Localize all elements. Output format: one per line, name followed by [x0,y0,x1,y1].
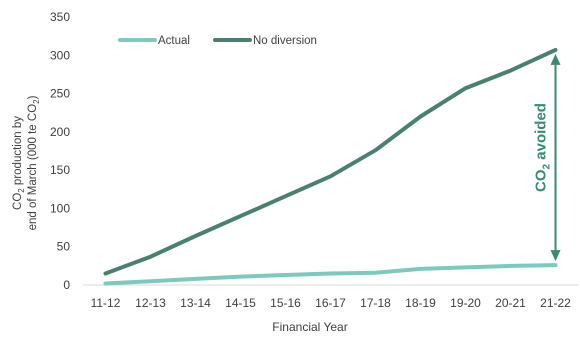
series-layer [103,47,558,286]
x-tick-label: 16-17 [315,296,346,310]
x-tick-label: 19-20 [450,296,481,310]
x-tick-label: 12-13 [135,296,166,310]
y-tick-label: 150 [50,163,70,177]
y-axis-ticks: 0 50 100 150 200 250 300 350 [50,10,70,292]
y-axis-title: CO2 production by end of March (000 te C… [12,95,41,230]
series-line-no-diversion [103,47,558,276]
x-tick-label: 18-19 [405,296,436,310]
y-axis-title-line1: CO2 production by [12,116,26,210]
y-tick-label: 250 [50,87,70,101]
legend-label: No diversion [253,35,317,47]
legend-label: Actual [158,35,190,47]
x-tick-label: 20-21 [495,296,526,310]
y-tick-label: 50 [57,240,71,254]
y-tick-label: 100 [50,201,70,215]
x-axis-ticks: 11-12 12-13 13-14 14-15 15-16 16-17 17-18 18-19… [91,296,572,310]
x-tick-label: 15-16 [270,296,301,310]
x-tick-label: 11-12 [91,296,121,310]
x-tick-label: 13-14 [180,296,211,310]
series-line-actual [103,263,558,286]
annotation-arrowhead-bottom [550,250,561,262]
y-tick-label: 300 [50,48,70,62]
y-tick-label: 0 [63,278,70,292]
annotation-arrowhead-top [550,53,561,65]
x-tick-label: 21-22 [540,296,571,310]
y-tick-label: 350 [50,10,70,24]
x-tick-label: 14-15 [225,296,256,310]
annotation-label: CO2 avoided [533,103,553,192]
annotation: CO2 avoided [533,53,561,262]
y-tick-label: 200 [50,125,70,139]
x-axis-title: Financial Year [272,320,347,334]
legend: Actual No diversion [118,35,317,47]
y-axis-title-line2: end of March (000 te CO2) [27,95,41,230]
x-tick-label: 17-18 [360,296,391,310]
